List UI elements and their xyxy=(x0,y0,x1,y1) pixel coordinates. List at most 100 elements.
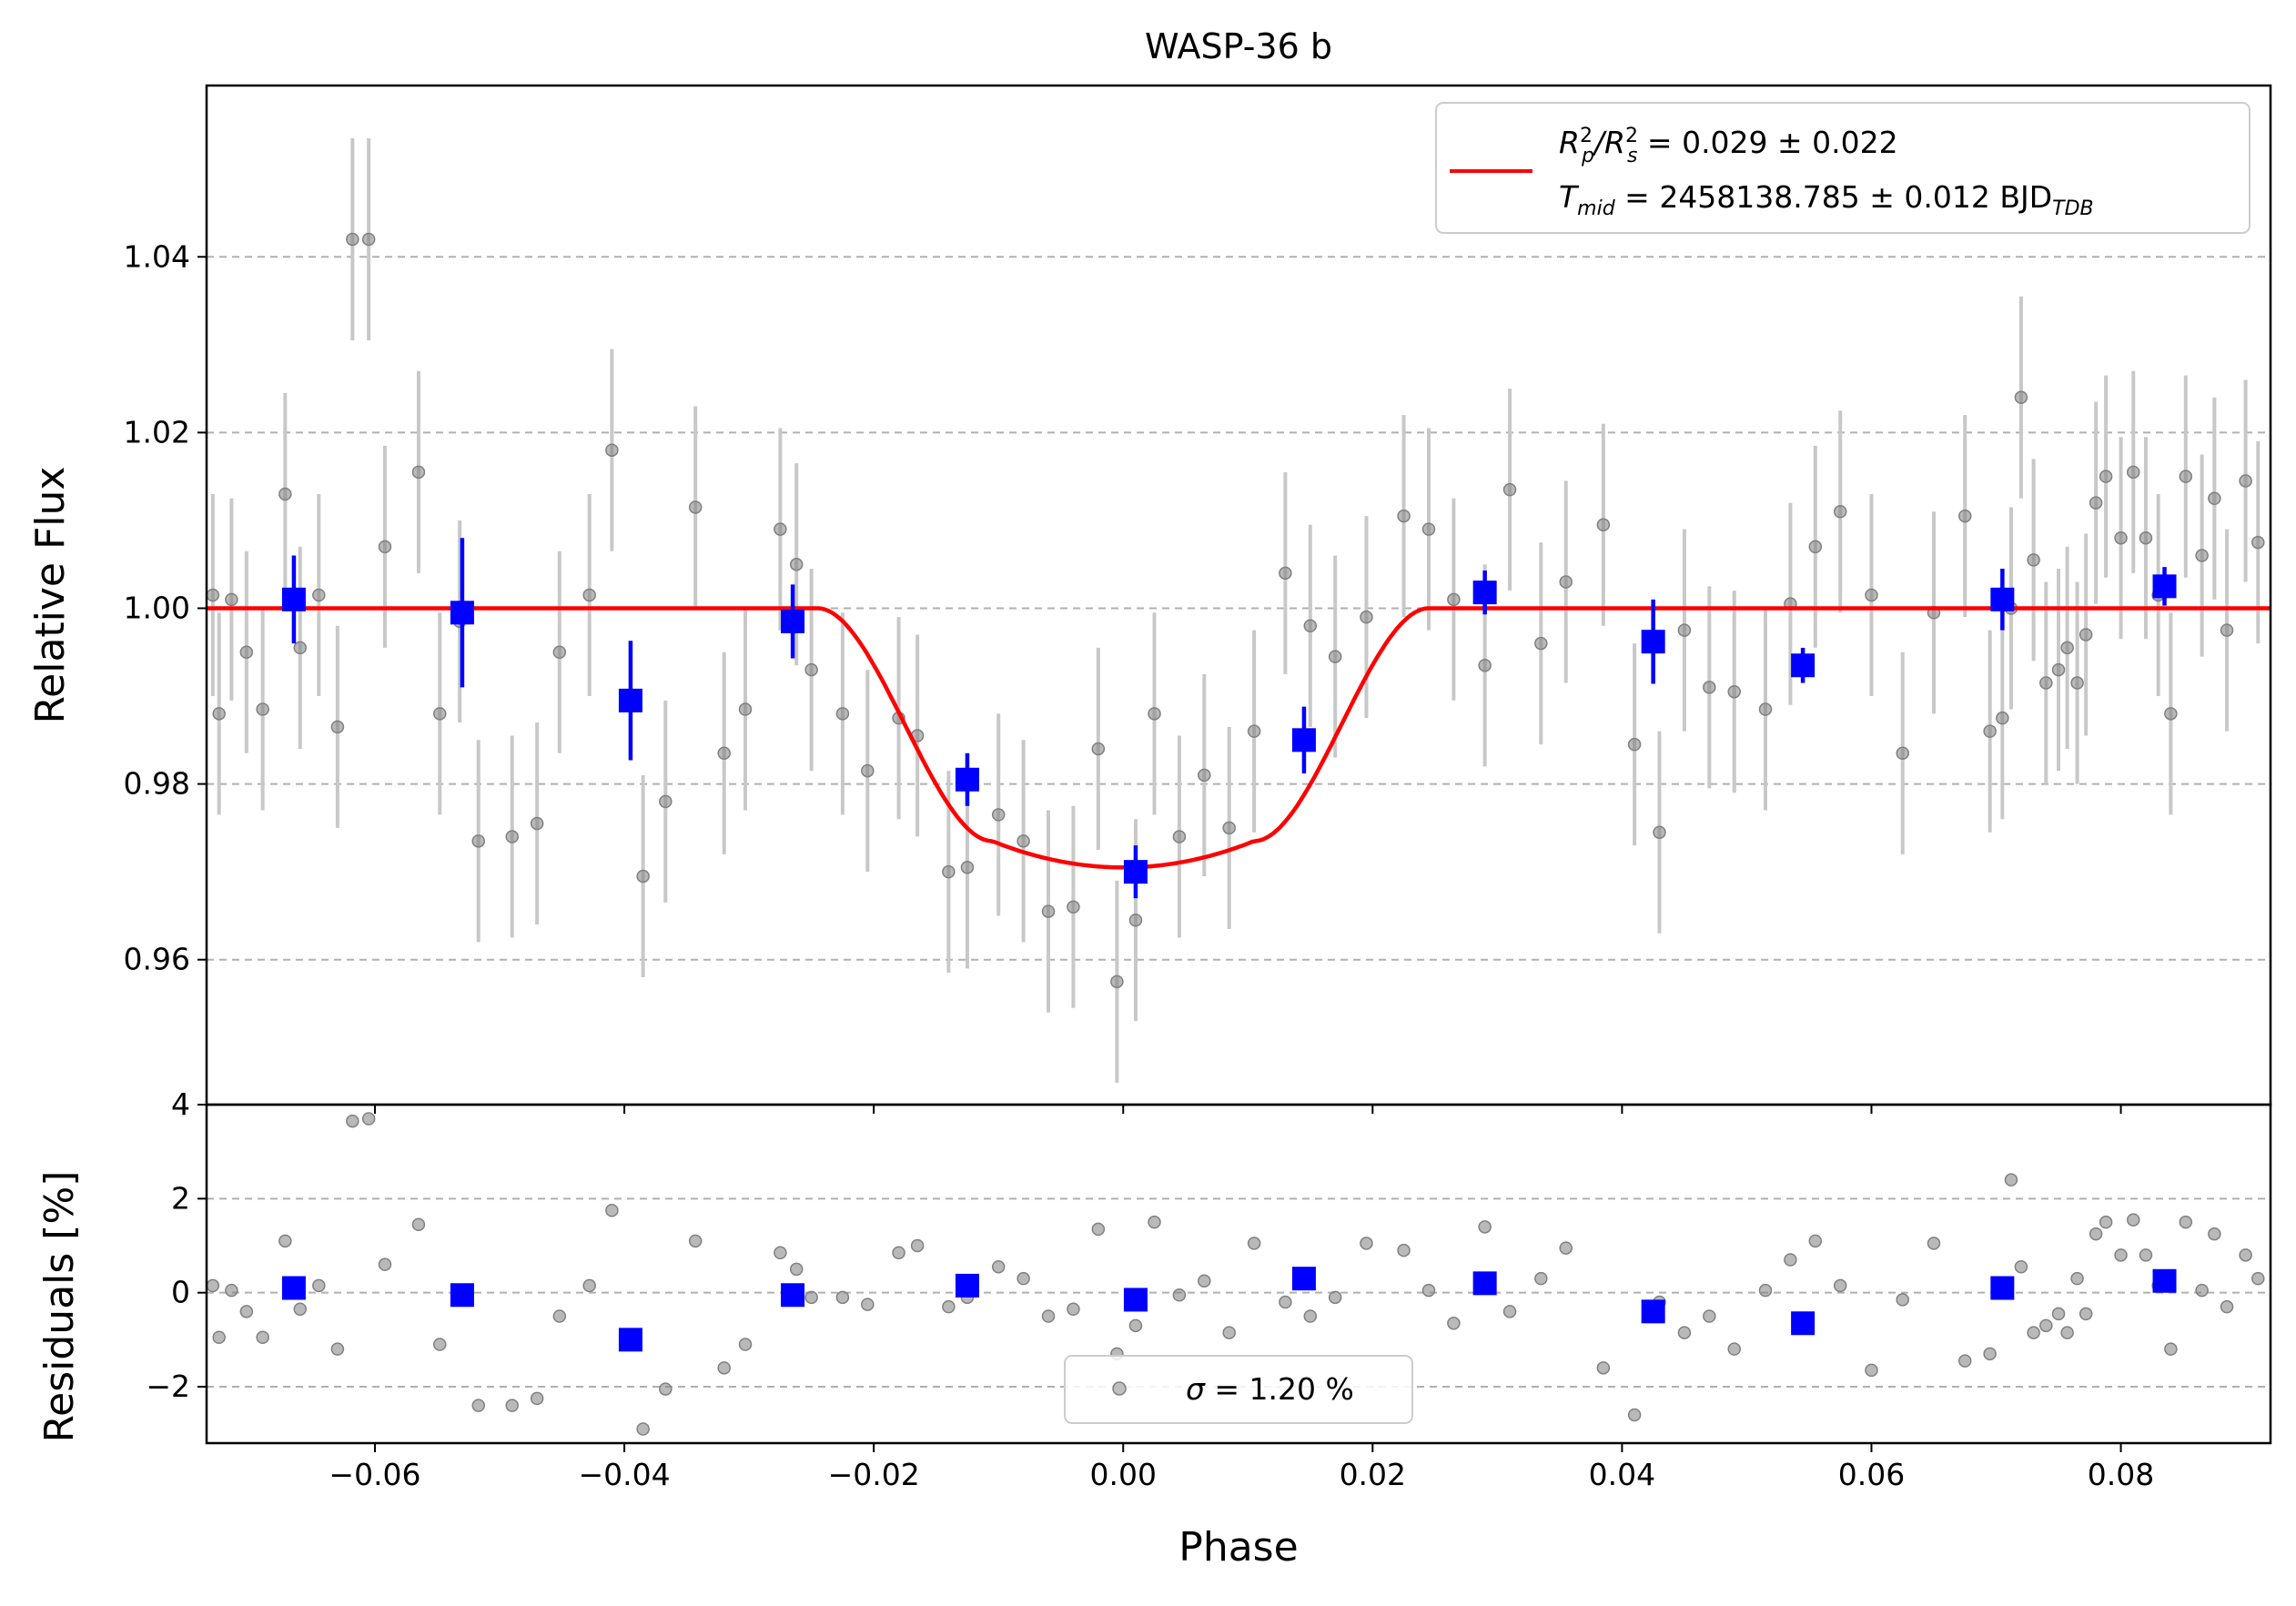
raw-residual-point xyxy=(991,1260,1006,1274)
binned-residual-point xyxy=(2152,1268,2177,1293)
raw-data-point xyxy=(1653,825,1666,839)
raw-data-point xyxy=(2099,470,2113,483)
raw-data-point xyxy=(346,232,359,247)
raw-residual-point xyxy=(206,1278,220,1293)
raw-data-point xyxy=(312,588,326,602)
raw-residual-point xyxy=(330,1342,345,1356)
raw-residual-point xyxy=(1983,1347,1997,1361)
raw-residual-point xyxy=(2179,1215,2193,1229)
raw-residual-point xyxy=(1447,1317,1461,1330)
phase-xtick-label: 0.06 xyxy=(1838,1457,1905,1492)
raw-residual-point xyxy=(1421,1283,1436,1298)
binned-data-point xyxy=(1990,587,2015,611)
binned-data-point xyxy=(1641,630,1665,654)
raw-data-point xyxy=(1328,650,1342,663)
phase-xtick-label: 0.08 xyxy=(2088,1457,2154,1492)
raw-residual-point xyxy=(1502,1305,1517,1318)
residuals-ytick-label: −2 xyxy=(146,1369,190,1404)
raw-residual-point xyxy=(2220,1299,2234,1314)
raw-residual-point xyxy=(2239,1248,2252,1262)
raw-data-point xyxy=(2239,474,2252,488)
raw-data-point xyxy=(1534,636,1548,651)
raw-data-point xyxy=(239,645,254,660)
binned-residual-point xyxy=(1990,1276,2015,1300)
raw-data-point xyxy=(738,702,753,716)
raw-data-point xyxy=(1677,623,1692,637)
raw-data-point xyxy=(1091,742,1106,756)
binned-data-point xyxy=(281,587,306,611)
raw-data-point xyxy=(411,465,426,480)
raw-data-point xyxy=(1727,684,1741,699)
binned-data-point xyxy=(1791,653,1816,678)
raw-data-point xyxy=(2014,390,2028,405)
binned-data-point xyxy=(2152,574,2177,599)
raw-data-point xyxy=(293,641,308,655)
raw-data-point xyxy=(1421,522,1436,536)
raw-data-point xyxy=(2060,641,2074,655)
raw-residual-point xyxy=(2208,1227,2221,1241)
raw-data-point xyxy=(1896,746,1909,761)
phase-xtick-label: −0.02 xyxy=(828,1457,920,1492)
raw-residual-point xyxy=(530,1391,544,1406)
raw-data-point xyxy=(2251,535,2265,550)
raw-data-point xyxy=(1447,592,1461,607)
raw-data-point xyxy=(378,540,392,554)
raw-residual-point xyxy=(2114,1248,2128,1262)
raw-data-point xyxy=(1703,681,1716,694)
raw-residual-point xyxy=(346,1114,359,1128)
raw-data-point xyxy=(1478,658,1492,672)
raw-residual-point xyxy=(738,1338,753,1351)
raw-data-point xyxy=(1303,619,1318,633)
raw-data-point xyxy=(2208,491,2221,506)
raw-residual-point xyxy=(256,1330,269,1344)
raw-data-point xyxy=(225,592,238,607)
raw-residual-point xyxy=(1559,1241,1573,1255)
raw-residual-point xyxy=(1279,1295,1292,1309)
raw-residual-point xyxy=(861,1298,875,1311)
raw-data-point xyxy=(1808,540,1823,554)
raw-data-point xyxy=(1559,575,1573,589)
raw-data-point xyxy=(1596,518,1611,532)
raw-residual-point xyxy=(582,1278,596,1293)
raw-residual-point xyxy=(2060,1326,2074,1339)
flux-ytick-label: 1.02 xyxy=(124,414,190,449)
raw-residual-point xyxy=(471,1399,485,1412)
raw-residual-point xyxy=(1927,1237,1941,1250)
raw-data-point xyxy=(688,500,703,514)
raw-data-point xyxy=(789,557,804,571)
raw-data-point xyxy=(530,816,544,831)
raw-data-point xyxy=(505,830,519,843)
raw-data-point xyxy=(552,645,567,660)
raw-residual-point xyxy=(239,1305,254,1318)
raw-data-point xyxy=(1865,588,1878,602)
raw-data-point xyxy=(659,794,673,809)
flux-ylabel: Relative Flux xyxy=(27,467,74,724)
raw-data-point xyxy=(942,864,956,879)
chart-title: WASP-36 b xyxy=(1145,26,1332,66)
raw-residual-point xyxy=(293,1302,308,1316)
raw-data-point xyxy=(206,588,220,602)
raw-data-point xyxy=(1833,505,1847,519)
raw-residual-point xyxy=(1041,1309,1056,1323)
raw-residual-point xyxy=(1534,1271,1548,1286)
raw-residual-point xyxy=(1758,1283,1773,1298)
raw-residual-point xyxy=(774,1246,787,1259)
raw-data-point xyxy=(1758,702,1773,716)
raw-data-point xyxy=(2051,662,2066,677)
raw-data-point xyxy=(2220,623,2234,637)
raw-data-point xyxy=(1067,900,1080,914)
raw-residual-point xyxy=(225,1283,238,1298)
raw-residual-point xyxy=(835,1290,850,1305)
raw-residual-point xyxy=(411,1217,426,1231)
raw-data-point xyxy=(835,707,850,721)
raw-residual-point xyxy=(1067,1302,1080,1316)
raw-residual-point xyxy=(1596,1361,1611,1375)
raw-data-point xyxy=(960,861,975,874)
raw-data-point xyxy=(605,443,619,457)
raw-data-point xyxy=(1360,610,1373,624)
raw-residual-point xyxy=(2027,1326,2040,1339)
raw-data-point xyxy=(2027,553,2040,567)
raw-residual-point xyxy=(605,1204,619,1217)
raw-data-point xyxy=(361,232,376,247)
